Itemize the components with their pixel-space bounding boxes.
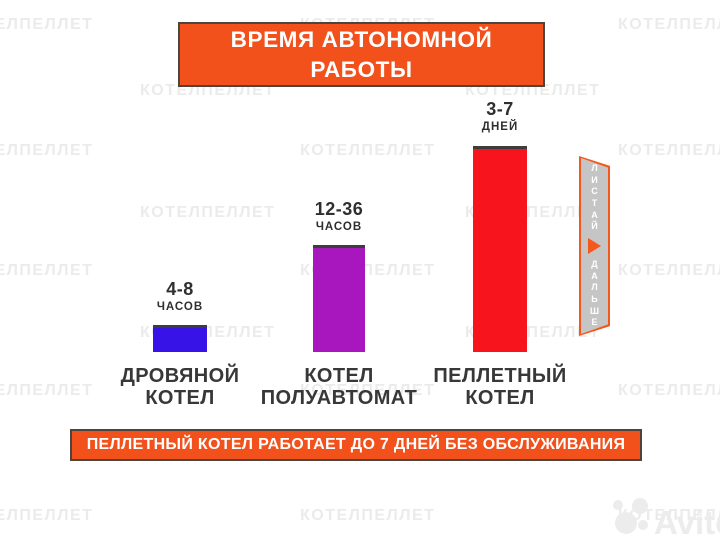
bar-value-label: 3-7 bbox=[486, 99, 514, 119]
footer-banner: ПЕЛЛЕТНЫЙ КОТЕЛ РАБОТАЕТ ДО 7 ДНЕЙ БЕЗ О… bbox=[70, 429, 642, 461]
avito-logo-text: Avito bbox=[654, 504, 720, 540]
arrow-right-icon bbox=[588, 238, 601, 254]
avito-circle-large bbox=[615, 512, 637, 534]
swipe-next-ribbon[interactable]: ЛИСТАЙ ДАЛЬШЕ bbox=[579, 156, 610, 336]
kotelpellet-watermark: КОТЕЛПЕЛЛЕТ bbox=[0, 16, 94, 33]
kotelpellet-watermark: КОТЕЛПЕЛЛЕТ bbox=[140, 204, 276, 221]
category-line1: КОТЕЛ bbox=[304, 365, 374, 387]
category-label-semiauto-boiler: КОТЕЛ ПОЛУАВТОМАТ bbox=[254, 365, 424, 410]
bar-unit-label: ДНЕЙ bbox=[481, 121, 519, 133]
bar-group-semiauto-boiler: 12-36 ЧАСОВ bbox=[269, 100, 409, 352]
category-label-wood-boiler: ДРОВЯНОЙ КОТЕЛ bbox=[100, 365, 260, 410]
bar-value-label: 4-8 bbox=[166, 278, 194, 299]
page-title-line2: РАБОТЫ bbox=[310, 56, 413, 82]
ribbon-word-top: ЛИСТАЙ bbox=[591, 162, 598, 232]
kotelpellet-watermark: КОТЕЛПЕЛЛЕТ bbox=[300, 507, 436, 524]
kotelpellet-watermark: КОТЕЛПЕЛЛЕТ bbox=[300, 382, 436, 399]
avito-logo: Avito bbox=[606, 493, 720, 540]
kotelpellet-watermark: КОТЕЛПЕЛЛЕТ bbox=[618, 16, 720, 33]
kotelpellet-watermark: КОТЕЛПЕЛЛЕТ bbox=[618, 142, 720, 159]
avito-circle-small-top bbox=[613, 500, 623, 510]
category-line2: КОТЕЛ bbox=[465, 387, 535, 410]
kotelpellet-watermark: КОТЕЛПЕЛЛЕТ bbox=[0, 382, 94, 399]
kotelpellet-watermark: КОТЕЛПЕЛЛЕТ bbox=[0, 262, 94, 279]
title-banner: ВРЕМЯ АВТОНОМНОЙ РАБОТЫ bbox=[178, 22, 545, 87]
page-title-line1: ВРЕМЯ АВТОНОМНОЙ bbox=[230, 26, 493, 52]
category-line1: ПЕЛЛЕТНЫЙ bbox=[433, 365, 567, 387]
avito-circle-small-right bbox=[638, 520, 648, 530]
kotelpellet-watermark: КОТЕЛПЕЛЛЕТ bbox=[618, 262, 720, 279]
bar-value-label: 12-36 bbox=[314, 198, 364, 219]
kotelpellet-watermark: КОТЕЛПЕЛЛЕТ bbox=[300, 142, 436, 159]
bar-unit-label: ЧАСОВ bbox=[315, 220, 363, 233]
bar-semiauto-boiler bbox=[313, 245, 365, 352]
bar-wood-boiler bbox=[153, 325, 207, 352]
ribbon-word-bottom: ДАЛЬШЕ bbox=[589, 259, 600, 328]
avito-logo-graphic: Avito bbox=[613, 498, 720, 540]
kotelpellet-watermark: КОТЕЛПЕЛЛЕТ bbox=[618, 382, 720, 399]
kotelpellet-watermark: КОТЕЛПЕЛЛЕТ bbox=[0, 142, 94, 159]
bar-group-wood-boiler: 4-8 ЧАСОВ bbox=[110, 100, 250, 352]
swipe-next-ribbon-body: ЛИСТАЙ ДАЛЬШЕ bbox=[581, 158, 608, 334]
category-line2: КОТЕЛ bbox=[145, 387, 215, 410]
kotelpellet-watermark: КОТЕЛПЕЛЛЕТ bbox=[0, 507, 94, 524]
bar-group-pellet-boiler: 3-7 ДНЕЙ bbox=[430, 100, 570, 352]
category-line1: ДРОВЯНОЙ bbox=[120, 365, 240, 387]
bar-pellet-boiler bbox=[473, 145, 527, 352]
bar-unit-label: ЧАСОВ bbox=[156, 300, 204, 313]
category-line2: ПОЛУАВТОМАТ bbox=[260, 387, 418, 410]
footer-banner-text: ПЕЛЛЕТНЫЙ КОТЕЛ РАБОТАЕТ ДО 7 ДНЕЙ БЕЗ О… bbox=[86, 436, 626, 453]
category-label-pellet-boiler: ПЕЛЛЕТНЫЙ КОТЕЛ bbox=[420, 365, 580, 410]
avito-circle-medium bbox=[632, 498, 648, 514]
